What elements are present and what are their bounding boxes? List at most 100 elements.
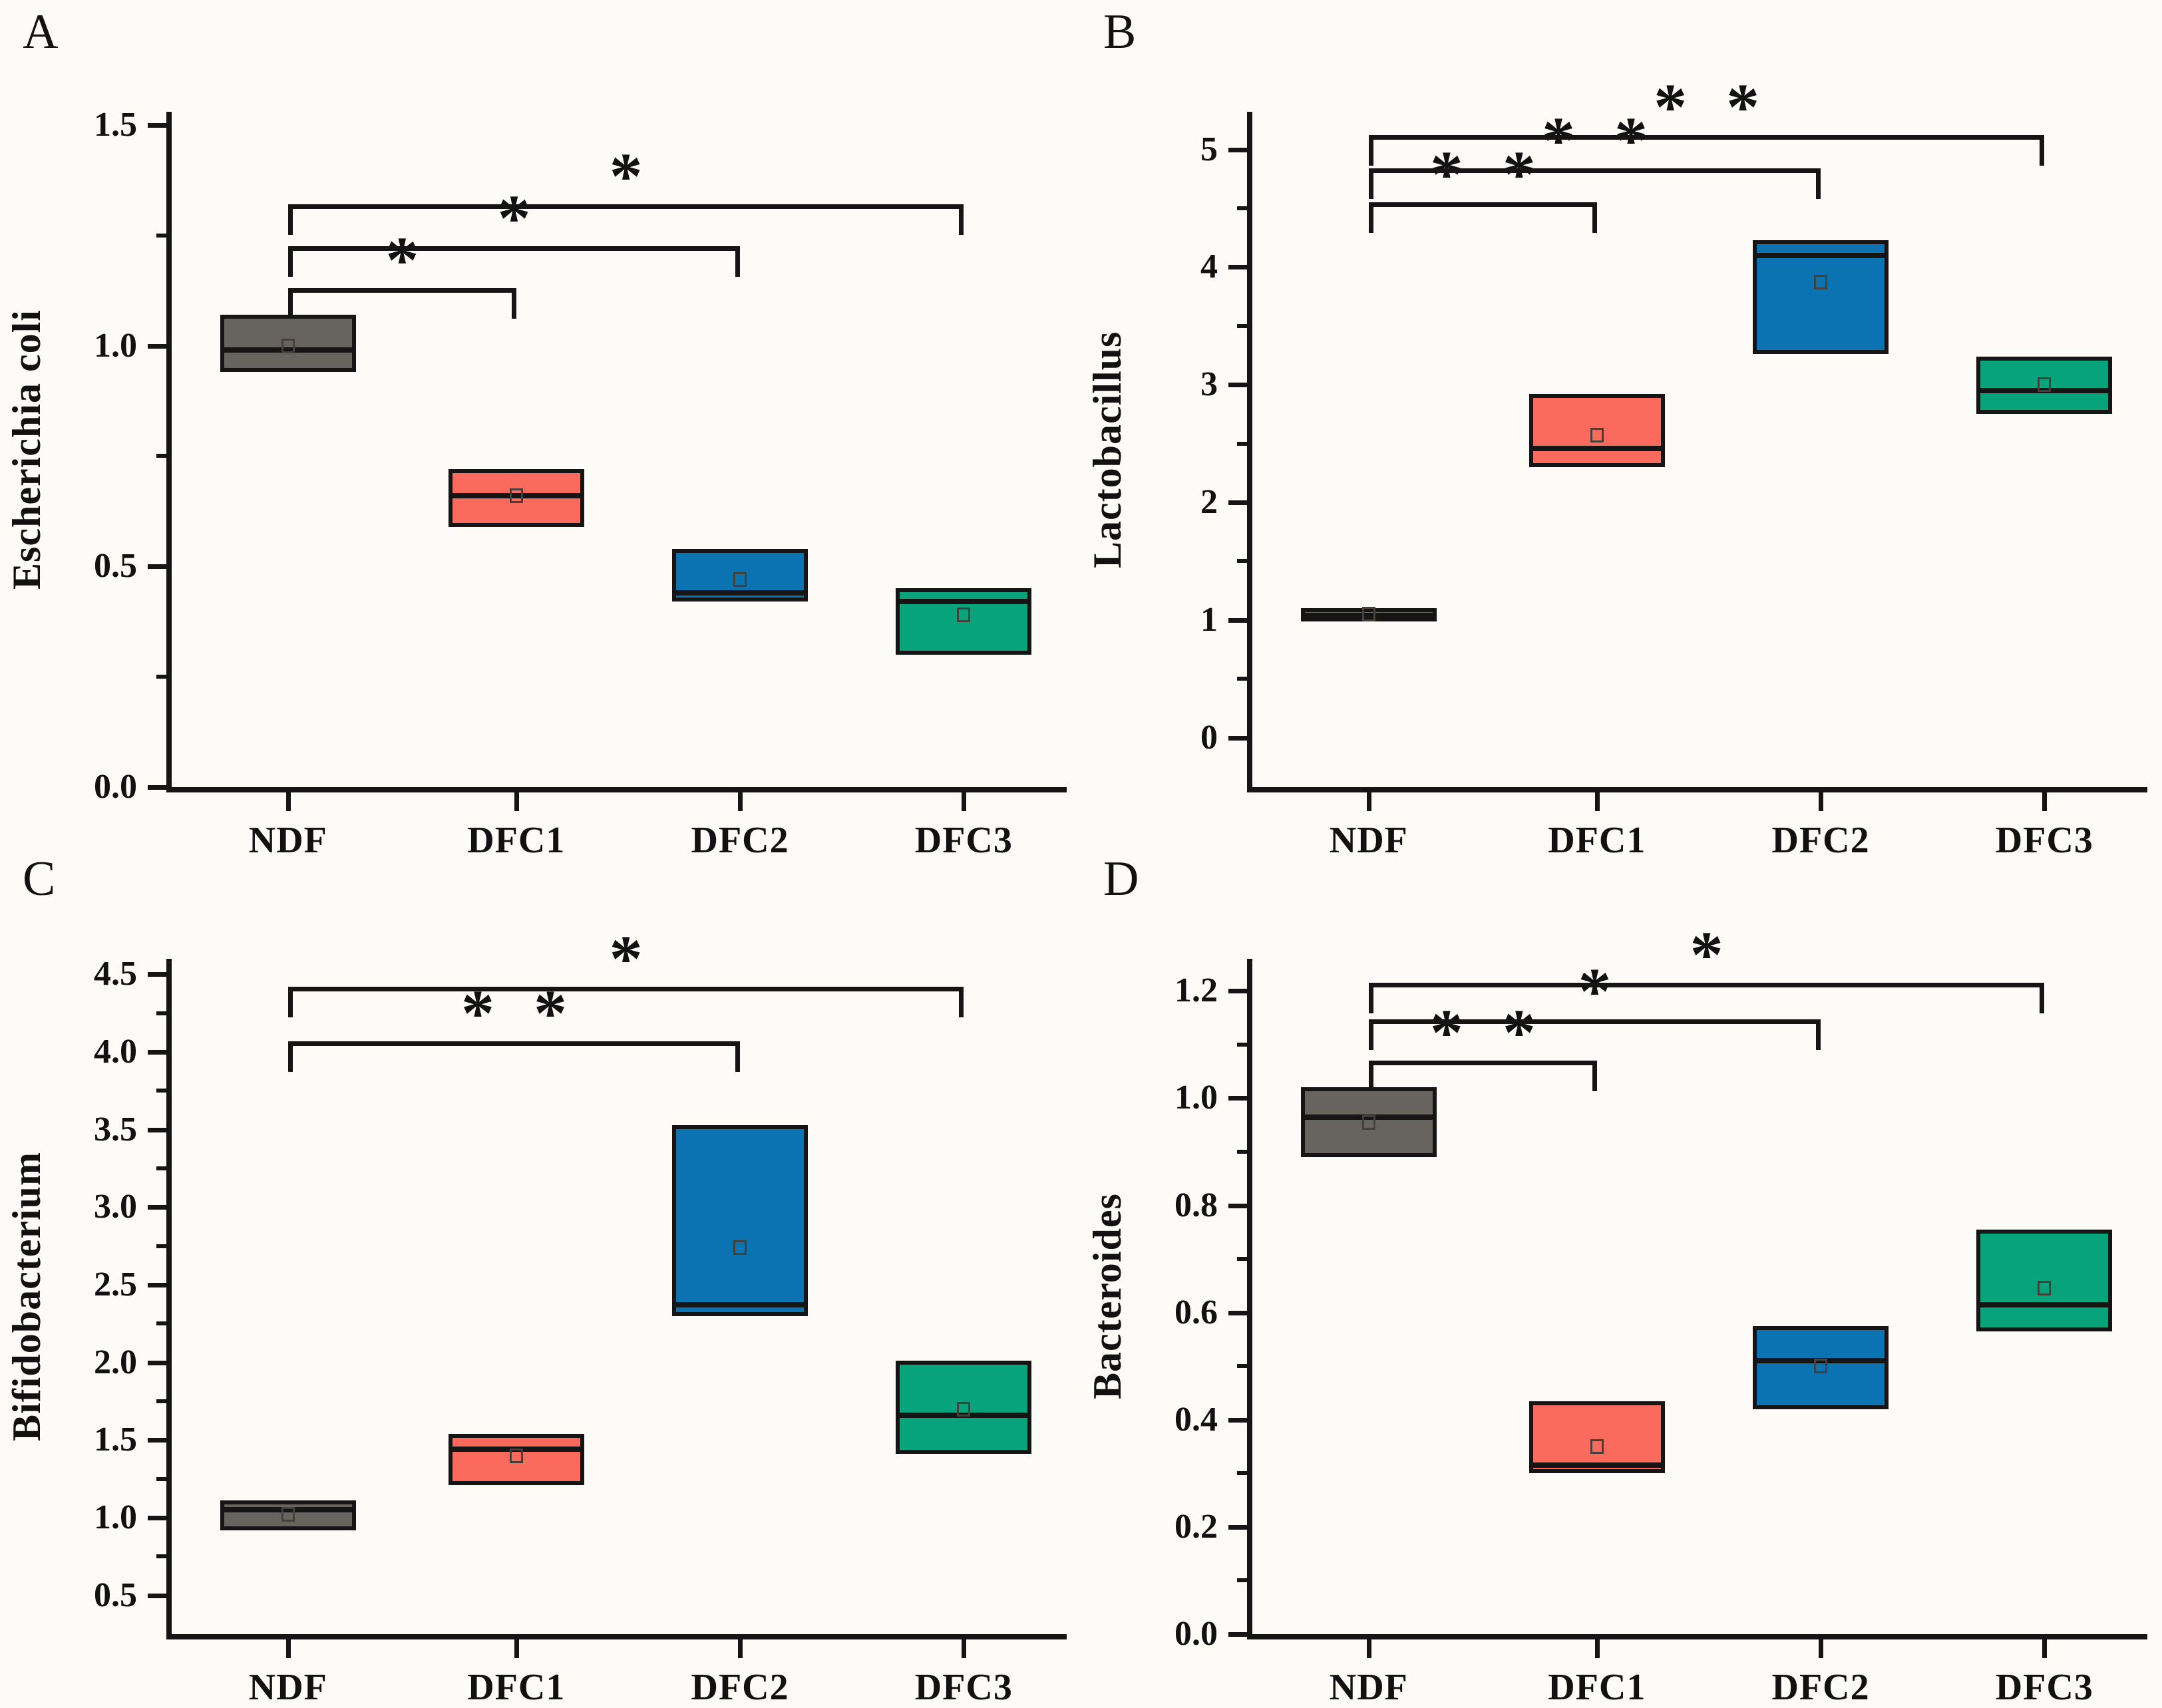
bracket-right-hook bbox=[1816, 168, 1821, 199]
median-line bbox=[1976, 1301, 2113, 1307]
panel-letter-b: B bbox=[1103, 5, 1137, 59]
box-dfc3 bbox=[1976, 1229, 2113, 1331]
bracket-right-hook bbox=[959, 204, 964, 236]
panel-letter-d: D bbox=[1103, 852, 1139, 906]
y-minor-tick bbox=[1237, 1364, 1247, 1369]
y-minor-tick bbox=[156, 675, 166, 679]
x-tick bbox=[2042, 1639, 2048, 1658]
x-tick-label: NDF bbox=[1329, 820, 1408, 861]
mean-marker bbox=[281, 338, 295, 353]
y-minor-tick bbox=[1237, 1471, 1247, 1476]
median-line bbox=[672, 590, 809, 596]
bracket-right-hook bbox=[959, 987, 964, 1017]
bracket-left-hook bbox=[287, 246, 293, 277]
mean-marker bbox=[509, 1448, 523, 1463]
y-tick-label: 0.8 bbox=[1174, 1186, 1218, 1224]
y-axis-line bbox=[1247, 112, 1252, 792]
bracket-left-hook bbox=[287, 1041, 293, 1072]
mean-marker bbox=[1590, 428, 1604, 443]
y-major-tick bbox=[148, 1516, 166, 1520]
y-minor-tick bbox=[156, 1399, 166, 1403]
y-tick-label: 1 bbox=[1200, 600, 1218, 639]
y-major-tick bbox=[1228, 265, 1247, 270]
x-tick-label: DFC1 bbox=[1548, 820, 1646, 861]
y-tick-label: 1.0 bbox=[94, 1498, 137, 1536]
bracket-line bbox=[1368, 1019, 1821, 1025]
y-tick-label: 4.0 bbox=[94, 1033, 137, 1071]
bracket-line bbox=[1368, 983, 2045, 988]
y-tick-label: 2.5 bbox=[94, 1266, 137, 1303]
y-major-tick bbox=[1228, 1310, 1247, 1315]
y-tick-label: 3 bbox=[1200, 365, 1218, 404]
bracket-left-hook bbox=[1368, 168, 1373, 199]
x-tick-label: DFC2 bbox=[691, 820, 789, 861]
x-tick bbox=[285, 1639, 291, 1658]
median-line bbox=[1529, 1462, 1665, 1468]
y-axis-title: Lactobacillus bbox=[1085, 331, 1129, 568]
mean-marker bbox=[1361, 607, 1375, 622]
y-major-tick bbox=[148, 343, 166, 349]
y-tick-label: 0 bbox=[1200, 718, 1218, 757]
mean-marker bbox=[281, 1507, 295, 1522]
significance-stars: * bbox=[609, 139, 643, 214]
bracket-right-hook bbox=[511, 288, 516, 319]
y-axis-line bbox=[1247, 959, 1252, 1639]
x-tick bbox=[1819, 1639, 1824, 1658]
y-minor-tick bbox=[156, 1011, 166, 1015]
y-tick-label: 0.6 bbox=[1174, 1293, 1218, 1331]
median-line bbox=[1529, 445, 1665, 451]
significance-stars: * * bbox=[1429, 137, 1536, 212]
x-tick-label: DFC2 bbox=[1771, 820, 1870, 861]
y-major-tick bbox=[148, 1205, 166, 1210]
y-major-tick bbox=[1228, 1632, 1247, 1637]
panel-d: D Bacteroides 0.0 0.2 0.4 0.6 0.8 1.0 1.2 NDF DFC… bbox=[1081, 847, 2161, 1707]
median-line bbox=[672, 1302, 809, 1308]
y-major-tick bbox=[1228, 1203, 1247, 1208]
bracket-line bbox=[1368, 1061, 1597, 1066]
x-tick-label: DFC3 bbox=[1995, 1667, 2093, 1708]
median-line bbox=[896, 599, 1032, 605]
y-major-tick bbox=[1228, 735, 1247, 741]
bracket-left-hook bbox=[287, 204, 293, 236]
x-tick-label: DFC3 bbox=[1995, 820, 2093, 861]
significance-stars: * bbox=[385, 223, 419, 297]
x-tick bbox=[1819, 792, 1824, 811]
x-tick bbox=[1366, 1639, 1371, 1658]
y-minor-tick bbox=[156, 1554, 166, 1559]
bracket-line bbox=[287, 246, 741, 252]
x-tick-label: DFC3 bbox=[914, 1667, 1013, 1708]
y-minor-tick bbox=[1237, 1150, 1247, 1154]
x-tick-label: NDF bbox=[248, 1667, 327, 1708]
y-axis-title: Escherichia coli bbox=[5, 309, 49, 590]
mean-marker bbox=[733, 1240, 747, 1255]
bracket-right-hook bbox=[2040, 983, 2045, 1014]
y-major-tick bbox=[1228, 147, 1247, 152]
mean-marker bbox=[2038, 1281, 2052, 1296]
bracket-line bbox=[287, 987, 964, 991]
y-tick-label: 3.5 bbox=[94, 1110, 137, 1148]
y-tick-label: 1.5 bbox=[94, 1421, 137, 1459]
x-axis-line bbox=[166, 1634, 1067, 1639]
x-tick-label: NDF bbox=[1329, 1667, 1408, 1708]
x-tick bbox=[1594, 1639, 1600, 1658]
median-line bbox=[448, 493, 584, 499]
y-major-tick bbox=[148, 1127, 166, 1132]
mean-marker bbox=[509, 488, 523, 504]
box-dfc3 bbox=[1976, 356, 2113, 415]
x-tick bbox=[738, 1639, 743, 1658]
x-axis-line bbox=[166, 787, 1067, 792]
median-line bbox=[220, 347, 356, 353]
mean-marker bbox=[733, 572, 747, 588]
box-dfc1 bbox=[1529, 394, 1665, 467]
median-line bbox=[1753, 252, 1889, 258]
mean-marker bbox=[1814, 275, 1828, 290]
y-tick-label: 0.5 bbox=[94, 1576, 137, 1614]
y-major-tick bbox=[148, 564, 166, 570]
bracket-right-hook bbox=[735, 1041, 741, 1072]
x-tick bbox=[1594, 792, 1600, 811]
mean-marker bbox=[1590, 1439, 1604, 1454]
y-minor-tick bbox=[1237, 441, 1247, 446]
box-dfc2 bbox=[672, 1124, 809, 1316]
y-major-tick bbox=[148, 1283, 166, 1287]
panel-letter-a: A bbox=[23, 5, 59, 59]
